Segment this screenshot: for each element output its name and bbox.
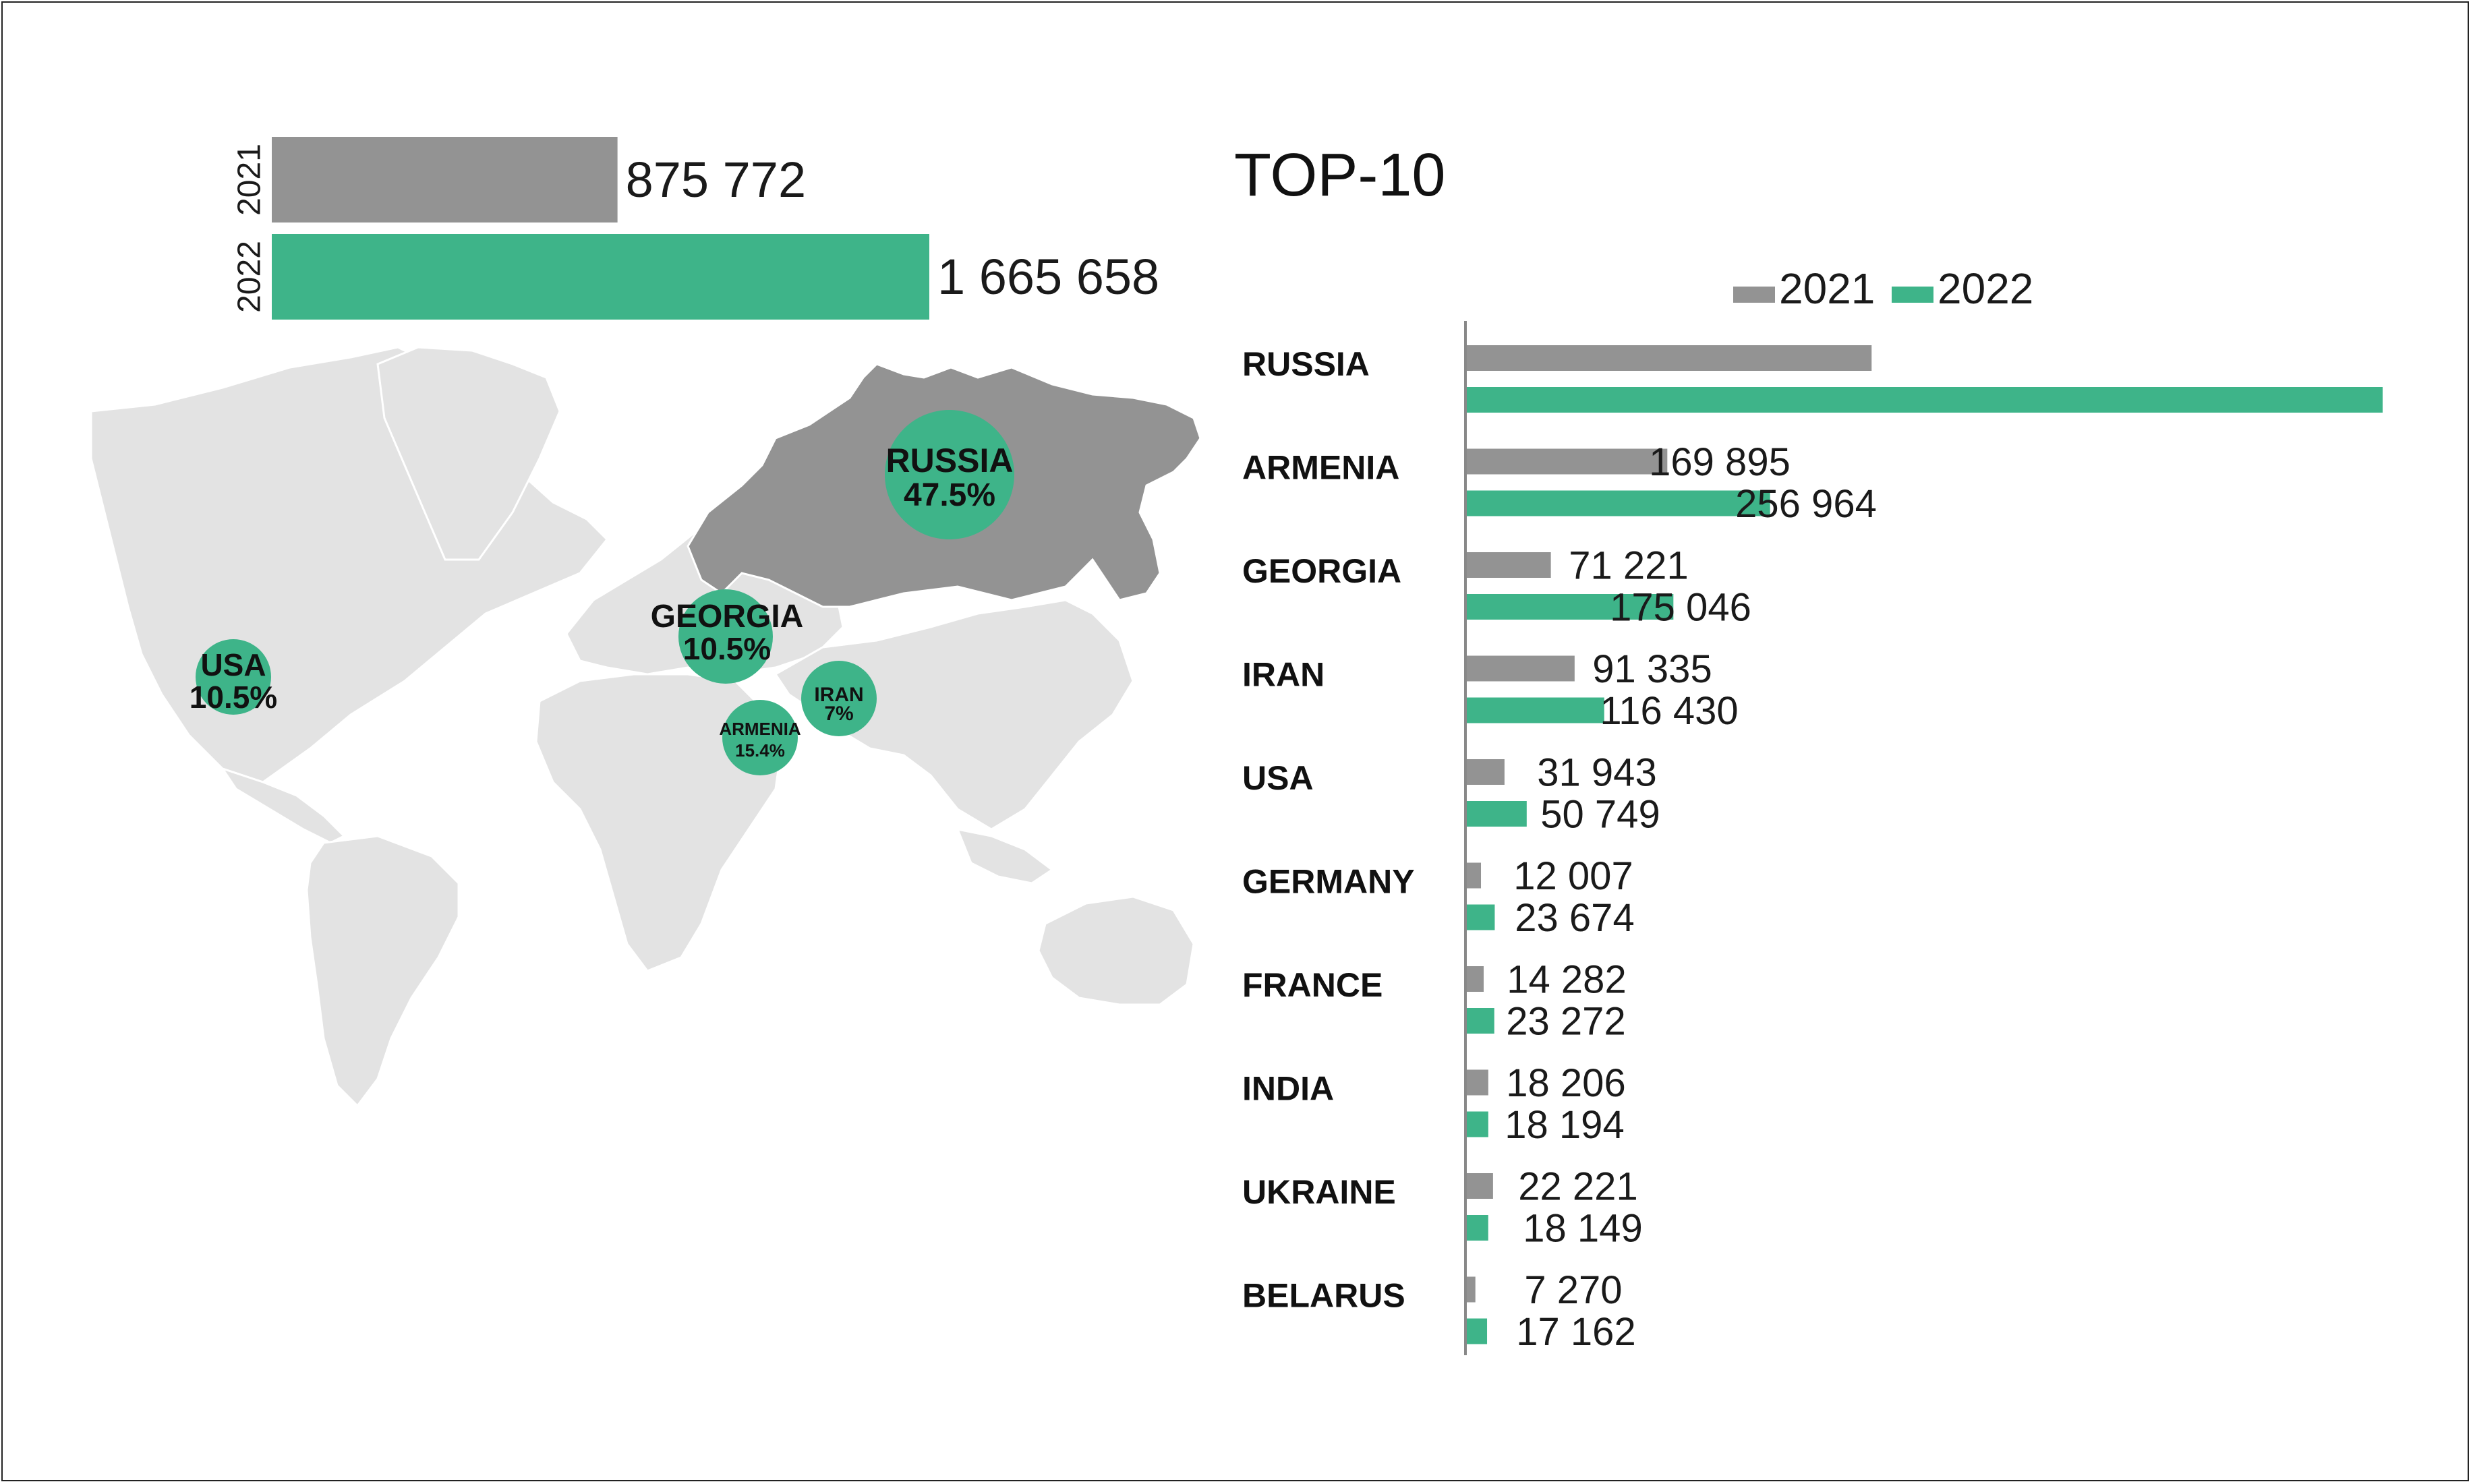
bubble-usa: USA 10.5% xyxy=(190,639,277,715)
totals-value-label-2022: 1 665 658 xyxy=(937,249,1159,305)
bubble-georgia-country: GEORGIA xyxy=(651,599,804,634)
country-label-france: FRANCE xyxy=(1242,966,1383,1004)
bar-belarus-2022 xyxy=(1467,1318,1488,1344)
country-label-russia: RUSSIA xyxy=(1242,345,1370,383)
totals-year-label-2021: 2021 xyxy=(232,144,268,216)
bar-armenia-2021 xyxy=(1467,448,1668,475)
bubble-russia-country: RUSSIA xyxy=(886,442,1014,479)
country-label-ukraine: UKRAINE xyxy=(1242,1173,1396,1211)
country-label-armenia: ARMENIA xyxy=(1242,449,1399,487)
country-label-india: INDIA xyxy=(1242,1070,1334,1108)
map-south-america xyxy=(306,835,460,1108)
totals-bar-2021 xyxy=(272,137,618,222)
country-label-belarus: BELARUS xyxy=(1242,1277,1405,1315)
top10-title: TOP-10 xyxy=(1234,142,1445,209)
map-australia xyxy=(1037,895,1195,1006)
bubble-usa-country: USA xyxy=(200,647,266,682)
bar-usa-2021 xyxy=(1467,759,1505,785)
country-label-usa: USA xyxy=(1242,759,1314,797)
value-label-usa-2021: 31 943 xyxy=(1537,751,1656,795)
bar-ukraine-2022 xyxy=(1467,1215,1488,1241)
totals-year-label-2022: 2022 xyxy=(232,241,268,313)
value-label-india-2022: 18 194 xyxy=(1505,1103,1624,1147)
bubble-iran-country: IRAN xyxy=(814,684,863,706)
bar-france-2021 xyxy=(1467,966,1484,992)
map-greenland xyxy=(376,346,561,561)
bubble-armenia: ARMENIA 15.4% xyxy=(719,700,801,775)
legend-label-2021: 2021 xyxy=(1779,264,1875,313)
bubble-iran: IRAN 7% xyxy=(801,661,877,736)
value-label-georgia-2021: 71 221 xyxy=(1569,544,1688,588)
top10-legend: 2021 2022 xyxy=(1733,264,2033,313)
value-label-germany-2021: 12 007 xyxy=(1513,854,1633,898)
value-label-armenia-2021: 169 895 xyxy=(1649,440,1791,484)
bar-ukraine-2021 xyxy=(1467,1173,1493,1199)
country-label-germany: GERMANY xyxy=(1242,863,1415,901)
bar-germany-2022 xyxy=(1467,904,1495,930)
map-africa xyxy=(535,673,784,972)
country-label-georgia: GEORGIA xyxy=(1242,552,1401,590)
bar-usa-2022 xyxy=(1467,801,1527,827)
legend-swatch-2021 xyxy=(1733,287,1775,303)
bar-india-2021 xyxy=(1467,1069,1488,1096)
value-label-india-2021: 18 206 xyxy=(1506,1061,1625,1105)
bubble-russia-share: 47.5% xyxy=(904,477,995,513)
bar-france-2022 xyxy=(1467,1008,1494,1034)
value-label-usa-2022: 50 749 xyxy=(1540,793,1660,837)
value-label-georgia-2022: 175 046 xyxy=(1610,586,1751,630)
bar-belarus-2021 xyxy=(1467,1276,1476,1303)
bar-armenia-2022 xyxy=(1467,490,1770,516)
value-label-france-2021: 14 282 xyxy=(1507,958,1626,1002)
bubble-usa-share: 10.5% xyxy=(190,680,277,715)
value-label-ukraine-2022: 18 149 xyxy=(1523,1207,1642,1251)
bar-iran-2022 xyxy=(1467,697,1604,723)
bar-russia-2021 xyxy=(1467,345,1872,371)
bubble-russia-circle xyxy=(885,410,1014,539)
bubble-iran-share: 7% xyxy=(824,703,853,725)
value-label-iran-2022: 116 430 xyxy=(1600,689,1738,733)
bubble-russia: RUSSIA 47.5% xyxy=(885,410,1014,539)
value-label-armenia-2022: 256 964 xyxy=(1735,482,1877,526)
value-label-iran-2021: 91 335 xyxy=(1592,647,1712,691)
bubble-iran-circle xyxy=(801,661,877,736)
bar-georgia-2021 xyxy=(1467,552,1551,578)
bubble-usa-circle xyxy=(196,639,271,715)
country-label-iran: IRAN xyxy=(1242,656,1325,694)
legend-swatch-2022 xyxy=(1892,287,1933,303)
value-label-belarus-2021: 7 270 xyxy=(1524,1268,1622,1312)
map-central-america xyxy=(220,767,346,844)
bubble-georgia-circle xyxy=(678,589,773,684)
value-label-belarus-2022: 17 162 xyxy=(1516,1310,1635,1354)
bubble-armenia-share: 15.4% xyxy=(735,740,785,761)
totals-value-label-2021: 875 772 xyxy=(626,152,807,208)
bubble-armenia-country: ARMENIA xyxy=(719,719,801,739)
bar-georgia-2022 xyxy=(1467,594,1674,620)
totals-bar-2022 xyxy=(272,234,929,320)
bar-india-2022 xyxy=(1467,1111,1488,1137)
map-asia xyxy=(774,599,1134,831)
map-bubbles: USA 10.5% GEORGIA 10.5% RUSSIA 47.5% IRA… xyxy=(190,410,1014,775)
bar-russia-2022 xyxy=(1467,387,2383,413)
totals-chart: 2021 875 772 2022 1 665 658 xyxy=(232,137,1159,320)
value-label-france-2022: 23 272 xyxy=(1506,1000,1625,1044)
bubble-georgia-share: 10.5% xyxy=(683,631,771,666)
bar-iran-2021 xyxy=(1467,655,1575,682)
bubble-armenia-circle xyxy=(722,700,798,775)
bubble-georgia: GEORGIA 10.5% xyxy=(651,589,804,684)
value-label-germany-2022: 23 674 xyxy=(1515,896,1634,940)
value-label-ukraine-2021: 22 221 xyxy=(1518,1165,1637,1209)
bar-germany-2021 xyxy=(1467,862,1482,889)
legend-label-2022: 2022 xyxy=(1938,264,2033,313)
map-southeast-asia xyxy=(956,827,1054,885)
world-map xyxy=(90,346,1202,1108)
